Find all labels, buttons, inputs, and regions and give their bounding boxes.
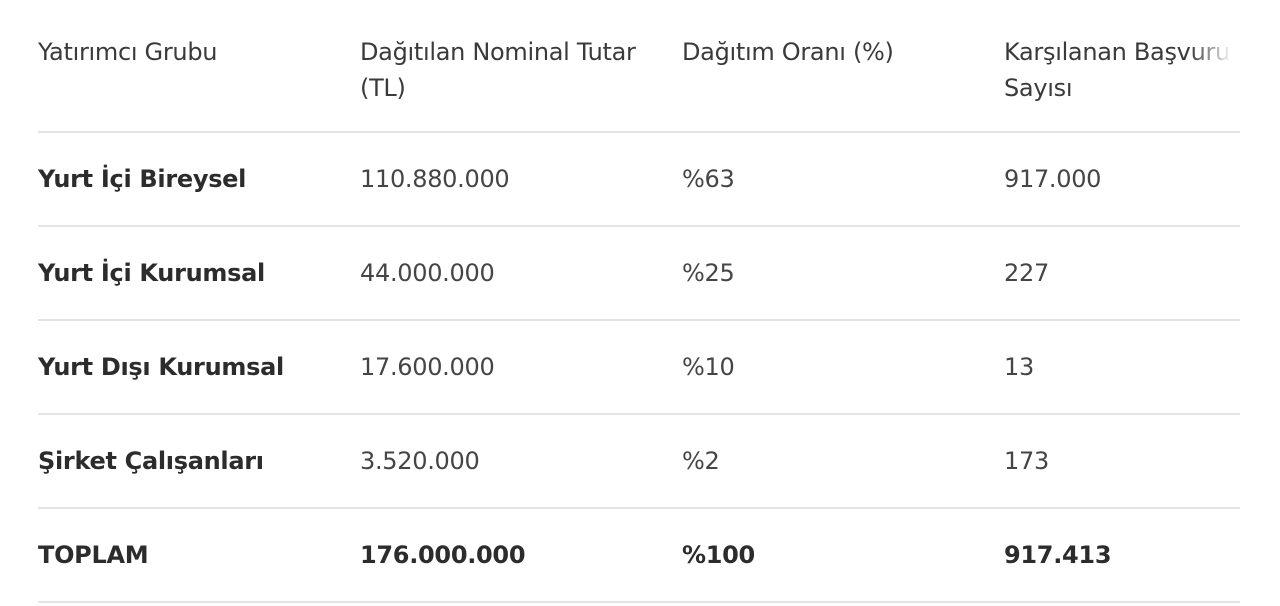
application-count-cell: 227 [1004, 226, 1240, 321]
header-application-count: Karşılanan Başvuru Sayısı [1004, 0, 1240, 133]
total-nominal-amount: 176.000.000 [360, 508, 682, 603]
table-header: Yatırımcı Grubu Dağıtılan Nominal Tutar … [38, 0, 1240, 133]
table-body: Yurt İçi Bireysel 110.880.000 %63 917.00… [38, 132, 1240, 603]
table-row: Şirket Çalışanları 3.520.000 %2 173 [38, 414, 1240, 509]
total-row: TOPLAM 176.000.000 %100 917.413 [38, 508, 1240, 603]
total-distribution-rate: %100 [682, 508, 1004, 603]
total-label: TOPLAM [38, 508, 360, 603]
distribution-rate-cell: %10 [682, 320, 1004, 415]
header-row: Yatırımcı Grubu Dağıtılan Nominal Tutar … [38, 0, 1240, 133]
nominal-amount-cell: 3.520.000 [360, 414, 682, 509]
header-investor-group: Yatırımcı Grubu [38, 0, 360, 133]
allocation-table: Yatırımcı Grubu Dağıtılan Nominal Tutar … [38, 0, 1240, 603]
investor-group-cell: Yurt İçi Kurumsal [38, 226, 360, 321]
investor-group-cell: Yurt İçi Bireysel [38, 132, 360, 227]
table-row: Yurt Dışı Kurumsal 17.600.000 %10 13 [38, 320, 1240, 415]
total-application-count: 917.413 [1004, 508, 1240, 603]
nominal-amount-cell: 44.000.000 [360, 226, 682, 321]
investor-group-cell: Şirket Çalışanları [38, 414, 360, 509]
table-row: Yurt İçi Kurumsal 44.000.000 %25 227 [38, 226, 1240, 321]
allocation-table-container: Yatırımcı Grubu Dağıtılan Nominal Tutar … [38, 0, 1240, 603]
header-nominal-amount: Dağıtılan Nominal Tutar (TL) [360, 0, 682, 133]
distribution-rate-cell: %63 [682, 132, 1004, 227]
nominal-amount-cell: 17.600.000 [360, 320, 682, 415]
table-row: Yurt İçi Bireysel 110.880.000 %63 917.00… [38, 132, 1240, 227]
application-count-cell: 917.000 [1004, 132, 1240, 227]
application-count-cell: 173 [1004, 414, 1240, 509]
distribution-rate-cell: %25 [682, 226, 1004, 321]
application-count-cell: 13 [1004, 320, 1240, 415]
header-distribution-rate: Dağıtım Oranı (%) [682, 0, 1004, 133]
distribution-rate-cell: %2 [682, 414, 1004, 509]
investor-group-cell: Yurt Dışı Kurumsal [38, 320, 360, 415]
nominal-amount-cell: 110.880.000 [360, 132, 682, 227]
